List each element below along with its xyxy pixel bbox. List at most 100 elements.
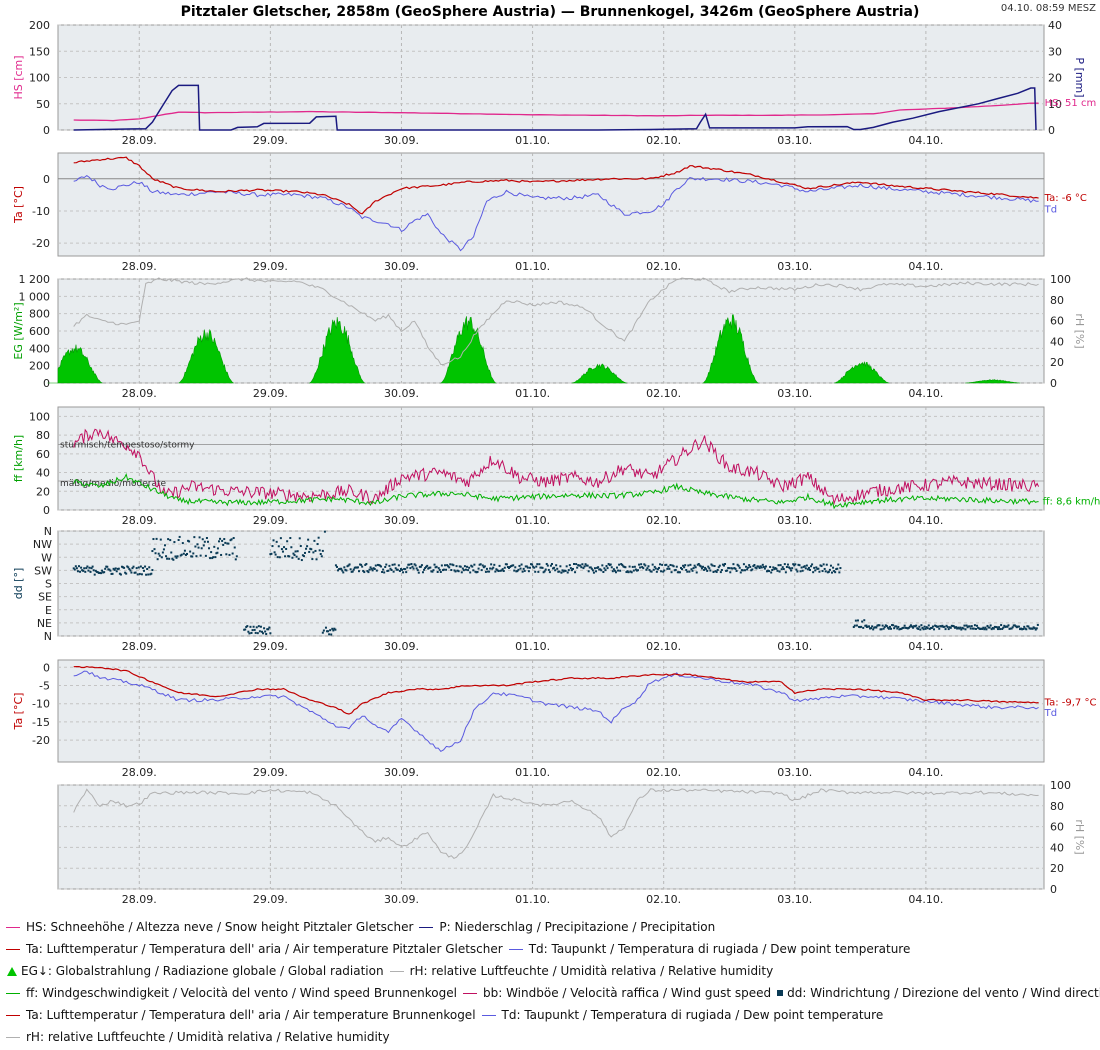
x-tick-label: 28.09. bbox=[122, 260, 157, 273]
radiation-area bbox=[571, 363, 628, 384]
direction-point bbox=[971, 627, 974, 630]
direction-point bbox=[350, 570, 353, 573]
direction-point bbox=[803, 565, 806, 568]
direction-point bbox=[720, 569, 723, 572]
direction-point bbox=[1014, 625, 1017, 628]
x-tick-label: 03.10. bbox=[777, 893, 812, 906]
direction-point bbox=[451, 563, 454, 566]
direction-point bbox=[685, 569, 688, 572]
direction-point bbox=[476, 570, 479, 573]
direction-point bbox=[1012, 624, 1015, 627]
direction-point bbox=[993, 625, 996, 628]
direction-point bbox=[617, 569, 620, 572]
direction-point bbox=[434, 566, 437, 569]
direction-point bbox=[460, 571, 463, 574]
y-tick-label-right: 20 bbox=[1050, 862, 1064, 875]
direction-point bbox=[355, 566, 358, 569]
x-tick-label: 30.09. bbox=[384, 893, 419, 906]
direction-point bbox=[201, 538, 204, 541]
y-tick-label: 20 bbox=[36, 485, 50, 498]
direction-point bbox=[910, 625, 913, 628]
direction-point bbox=[688, 570, 691, 573]
legend-item: bb: Windböe / Velocità raffica / Wind gu… bbox=[462, 986, 771, 1000]
direction-point bbox=[148, 566, 151, 569]
direction-point bbox=[515, 570, 518, 573]
direction-point bbox=[191, 555, 194, 558]
y-tick-label: -20 bbox=[32, 237, 50, 250]
direction-point bbox=[804, 567, 807, 570]
legend-label: HS: Schneehöhe / Altezza neve / Snow hei… bbox=[26, 920, 414, 934]
direction-point bbox=[556, 567, 559, 570]
y-tick-label: -20 bbox=[32, 734, 50, 747]
direction-point bbox=[1033, 627, 1036, 630]
direction-point bbox=[436, 571, 439, 574]
direction-point bbox=[930, 626, 933, 629]
direction-point bbox=[596, 566, 599, 569]
direction-point bbox=[428, 566, 431, 569]
direction-point bbox=[793, 564, 796, 567]
direction-point bbox=[756, 565, 759, 568]
direction-point bbox=[292, 552, 295, 555]
y-axis-label: HS [cm] bbox=[12, 55, 25, 99]
legend-label: rH: relative Luftfeuchte / Umidità relat… bbox=[26, 1030, 390, 1044]
x-tick-label: 29.09. bbox=[253, 387, 288, 400]
legend-row: Ta: Lufttemperatur / Temperatura dell' a… bbox=[6, 1006, 889, 1024]
legend-item: Ta: Lufttemperatur / Temperatura dell' a… bbox=[6, 1008, 476, 1022]
y-tick-label: 0 bbox=[43, 124, 50, 137]
direction-point bbox=[352, 568, 355, 571]
direction-point bbox=[832, 566, 835, 569]
direction-point bbox=[287, 555, 290, 558]
direction-point bbox=[482, 566, 485, 569]
direction-point bbox=[275, 540, 278, 543]
y-tick-label: 150 bbox=[29, 45, 50, 58]
meteogram: Pitztaler Gletscher, 2858m (GeoSphere Au… bbox=[12, 3, 1100, 906]
direction-point bbox=[205, 536, 208, 539]
direction-point bbox=[633, 565, 636, 568]
direction-point bbox=[1027, 625, 1030, 628]
direction-point bbox=[679, 566, 682, 569]
direction-point bbox=[888, 625, 891, 628]
direction-point bbox=[461, 567, 464, 570]
direction-point bbox=[487, 570, 490, 573]
x-tick-label: 03.10. bbox=[777, 387, 812, 400]
x-tick-label: 01.10. bbox=[515, 766, 550, 779]
direction-point bbox=[589, 566, 592, 569]
direction-point bbox=[952, 625, 955, 628]
y-tick-label: 0 bbox=[43, 504, 50, 517]
direction-point bbox=[715, 570, 718, 573]
direction-point bbox=[1001, 627, 1004, 630]
direction-point bbox=[438, 568, 441, 571]
direction-point bbox=[768, 570, 771, 573]
direction-point bbox=[318, 549, 321, 552]
direction-point bbox=[708, 567, 711, 570]
direction-point bbox=[806, 568, 809, 571]
direction-point bbox=[299, 545, 302, 548]
direction-point bbox=[855, 624, 858, 627]
direction-point bbox=[174, 555, 177, 558]
direction-point bbox=[285, 547, 288, 550]
x-tick-label: 30.09. bbox=[384, 514, 419, 527]
y-tick-label-right: 20 bbox=[1050, 356, 1064, 369]
direction-point bbox=[655, 570, 658, 573]
direction-point bbox=[101, 569, 104, 572]
direction-point bbox=[564, 569, 567, 572]
direction-point bbox=[119, 573, 122, 576]
y-tick-label-right: 0 bbox=[1050, 377, 1057, 390]
direction-point bbox=[576, 566, 579, 569]
radiation-area bbox=[701, 314, 760, 384]
direction-point bbox=[171, 557, 174, 560]
direction-point bbox=[449, 563, 452, 566]
panel-wind-direction: 28.09. 29.09. 30.09. 01.10. 02.10. 03.10. 04.1… bbox=[12, 525, 1045, 653]
direction-point bbox=[458, 565, 461, 568]
direction-point bbox=[542, 571, 545, 574]
direction-point bbox=[116, 567, 119, 570]
direction-point bbox=[752, 565, 755, 568]
legend-label: Td: Taupunkt / Temperatura di rugiada / … bbox=[528, 942, 911, 956]
direction-point bbox=[909, 624, 912, 627]
direction-point bbox=[129, 569, 132, 572]
series-ta bbox=[73, 665, 1039, 715]
panel-temp-pitztal: 28.09. 29.09. 30.09. 01.10. 02.10. 03.10. 04.1… bbox=[12, 152, 1087, 273]
direction-point bbox=[885, 625, 888, 628]
direction-point bbox=[610, 566, 613, 569]
direction-point bbox=[491, 567, 494, 570]
